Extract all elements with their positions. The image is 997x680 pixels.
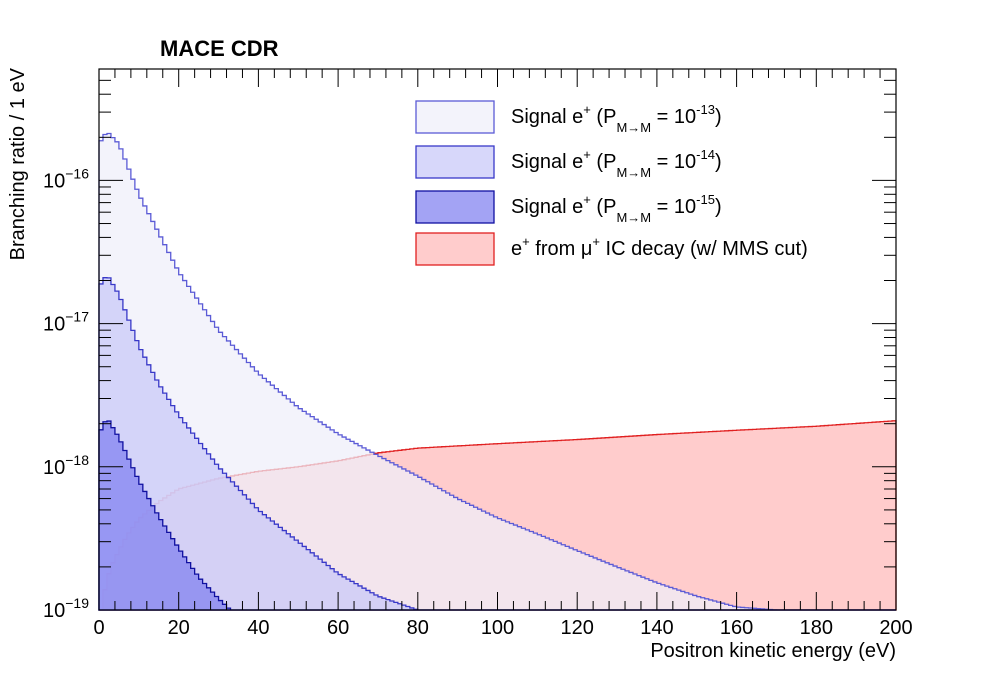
- legend: Signal e+ (PM→M = 10-13) Signal e+ (PM→M …: [415, 100, 808, 266]
- y-tick-label: 10−17: [43, 309, 89, 336]
- legend-swatch: [415, 190, 495, 224]
- histogram-signal_1e-13: [98, 132, 896, 611]
- x-tick-label: 60: [327, 617, 349, 639]
- legend-entry-ic_decay: e+ from μ+ IC decay (w/ MMS cut): [415, 232, 808, 266]
- y-tick-label: 10−16: [43, 165, 89, 192]
- y-axis-label: Branching ratio / 1 eV: [7, 67, 29, 260]
- chart-title: MACE CDR: [160, 36, 279, 61]
- y-tick-label: 10−19: [43, 595, 89, 622]
- legend-entry-signal_1e-14: Signal e+ (PM→M = 10-14): [415, 145, 722, 180]
- legend-swatch: [415, 100, 495, 134]
- axes: 0 20 40 60 80 100 120 140 160 180 200 10−16 10−17 10−…: [43, 68, 913, 639]
- x-tick-label: 100: [481, 617, 514, 639]
- x-tick-label: 140: [640, 617, 673, 639]
- y-tick-label: 10−18: [43, 452, 89, 479]
- x-tick-label: 40: [247, 617, 269, 639]
- x-tick-label: 0: [93, 617, 104, 639]
- legend-entry-signal_1e-13: Signal e+ (PM→M = 10-13): [415, 100, 722, 135]
- legend-entry-signal_1e-15: Signal e+ (PM→M = 10-15): [415, 190, 722, 225]
- x-tick-label: 160: [720, 617, 753, 639]
- legend-swatch: [415, 232, 495, 266]
- x-axis-label: Positron kinetic energy (eV): [650, 640, 896, 662]
- histogram-layer: [98, 132, 897, 611]
- series-signal_1e-13: [98, 132, 896, 611]
- legend-label: e+ from μ+ IC decay (w/ MMS cut): [511, 234, 808, 260]
- legend-label: Signal e+ (PM→M = 10-15): [511, 192, 722, 225]
- x-tick-label: 180: [800, 617, 833, 639]
- x-tick-label: 120: [561, 617, 594, 639]
- legend-label: Signal e+ (PM→M = 10-13): [511, 102, 722, 135]
- legend-label: Signal e+ (PM→M = 10-14): [511, 147, 722, 180]
- x-tick-label: 20: [168, 617, 190, 639]
- x-tick-label: 200: [879, 617, 912, 639]
- legend-swatch: [415, 145, 495, 179]
- x-tick-label: 80: [407, 617, 429, 639]
